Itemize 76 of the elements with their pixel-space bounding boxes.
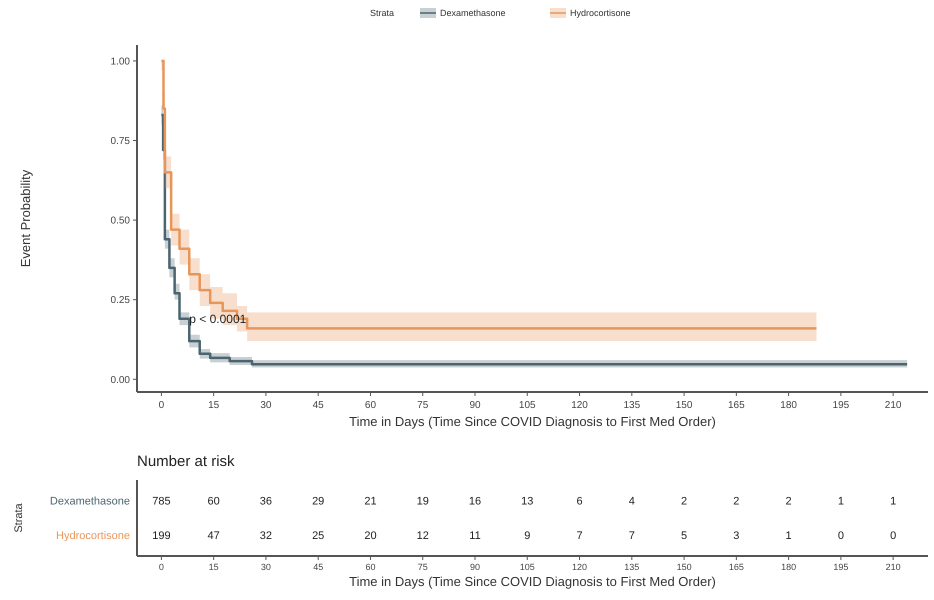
y-tick-label: Dexamethasone xyxy=(50,496,130,508)
x-tick-label: 90 xyxy=(470,562,480,572)
y-axis-title: Strata xyxy=(13,502,25,533)
x-tick-label: 60 xyxy=(364,400,376,411)
x-tick-label: 135 xyxy=(623,400,641,411)
data-label: 25 xyxy=(312,530,324,542)
legend-title: Strata xyxy=(370,8,394,18)
data-label: 2 xyxy=(681,496,688,508)
y-tick-label: Hydrocortisone xyxy=(56,530,130,542)
data-label: 20 xyxy=(364,530,377,542)
x-axis-title: Time in Days (Time Since COVID Diagnosis to First Med Order) xyxy=(349,574,716,589)
x-tick-label: 0 xyxy=(158,400,165,411)
data-label: 1 xyxy=(890,496,896,508)
data-label: 60 xyxy=(208,496,220,508)
x-tick-label: 75 xyxy=(417,400,429,411)
data-label: 199 xyxy=(152,530,171,542)
x-tick-label: 195 xyxy=(833,562,848,572)
x-tick-label: 210 xyxy=(886,562,901,572)
data-label: 1 xyxy=(786,530,792,542)
x-tick-label: 105 xyxy=(520,562,535,572)
x-tick-label: 135 xyxy=(624,562,640,572)
x-tick-label: 15 xyxy=(208,400,220,411)
data-label: 32 xyxy=(260,530,272,542)
y-tick-label: 0.75 xyxy=(110,136,130,148)
chart-title: Number at risk xyxy=(137,453,236,470)
x-tick-label: 195 xyxy=(832,400,850,411)
x-tick-label: 150 xyxy=(676,562,692,572)
data-label: 9 xyxy=(524,530,530,542)
x-tick-label: 45 xyxy=(313,562,324,572)
data-label: 21 xyxy=(364,496,377,508)
x-tick-label: 15 xyxy=(208,562,219,572)
data-label: 6 xyxy=(576,496,583,508)
x-tick-label: 120 xyxy=(572,562,588,572)
x-tick-label: 180 xyxy=(781,562,796,572)
data-label: 4 xyxy=(628,496,635,508)
legend-label: Hydrocortisone xyxy=(570,8,631,18)
data-label: 3 xyxy=(733,530,740,542)
x-tick-label: 60 xyxy=(365,562,376,572)
data-label: 2 xyxy=(786,496,792,508)
data-label: 0 xyxy=(838,530,844,542)
x-tick-label: 30 xyxy=(260,400,272,411)
data-label: 11 xyxy=(469,530,481,542)
x-tick-label: 180 xyxy=(780,400,798,411)
data-label: 29 xyxy=(312,496,324,508)
data-label: 7 xyxy=(576,530,583,542)
x-tick-label: 75 xyxy=(418,562,428,572)
data-label: 7 xyxy=(628,530,635,542)
legend-label: Dexamethasone xyxy=(440,8,506,18)
y-tick-label: 0.25 xyxy=(110,295,130,306)
data-label: 785 xyxy=(152,496,171,508)
x-tick-label: 165 xyxy=(728,562,744,572)
x-tick-label: 210 xyxy=(884,400,902,411)
data-label: 16 xyxy=(468,496,482,508)
data-label: 47 xyxy=(208,530,220,542)
x-tick-label: 45 xyxy=(312,400,324,411)
annotation: p < 0.0001 xyxy=(189,312,247,326)
x-axis-title: Time in Days (Time Since COVID Diagnosis to First Med Order) xyxy=(349,414,716,429)
data-label: 19 xyxy=(416,496,429,508)
x-tick-label: 30 xyxy=(260,562,271,572)
x-tick-label: 0 xyxy=(158,562,164,572)
y-tick-label: 1.00 xyxy=(110,56,130,68)
y-axis-title: Event Probability xyxy=(18,169,33,268)
data-label: 2 xyxy=(733,496,740,508)
y-tick-label: 0.50 xyxy=(110,216,130,227)
x-tick-label: 150 xyxy=(676,400,693,411)
data-label: 1 xyxy=(838,496,844,508)
x-tick-label: 120 xyxy=(571,400,588,411)
y-tick-label: 0.00 xyxy=(110,374,130,386)
x-tick-label: 165 xyxy=(728,400,746,411)
data-label: 0 xyxy=(890,530,896,542)
data-label: 12 xyxy=(416,530,429,542)
data-label: 5 xyxy=(681,530,688,542)
x-tick-label: 105 xyxy=(518,400,536,411)
x-tick-label: 90 xyxy=(469,400,482,411)
data-label: 36 xyxy=(260,496,272,508)
data-label: 13 xyxy=(521,496,534,508)
